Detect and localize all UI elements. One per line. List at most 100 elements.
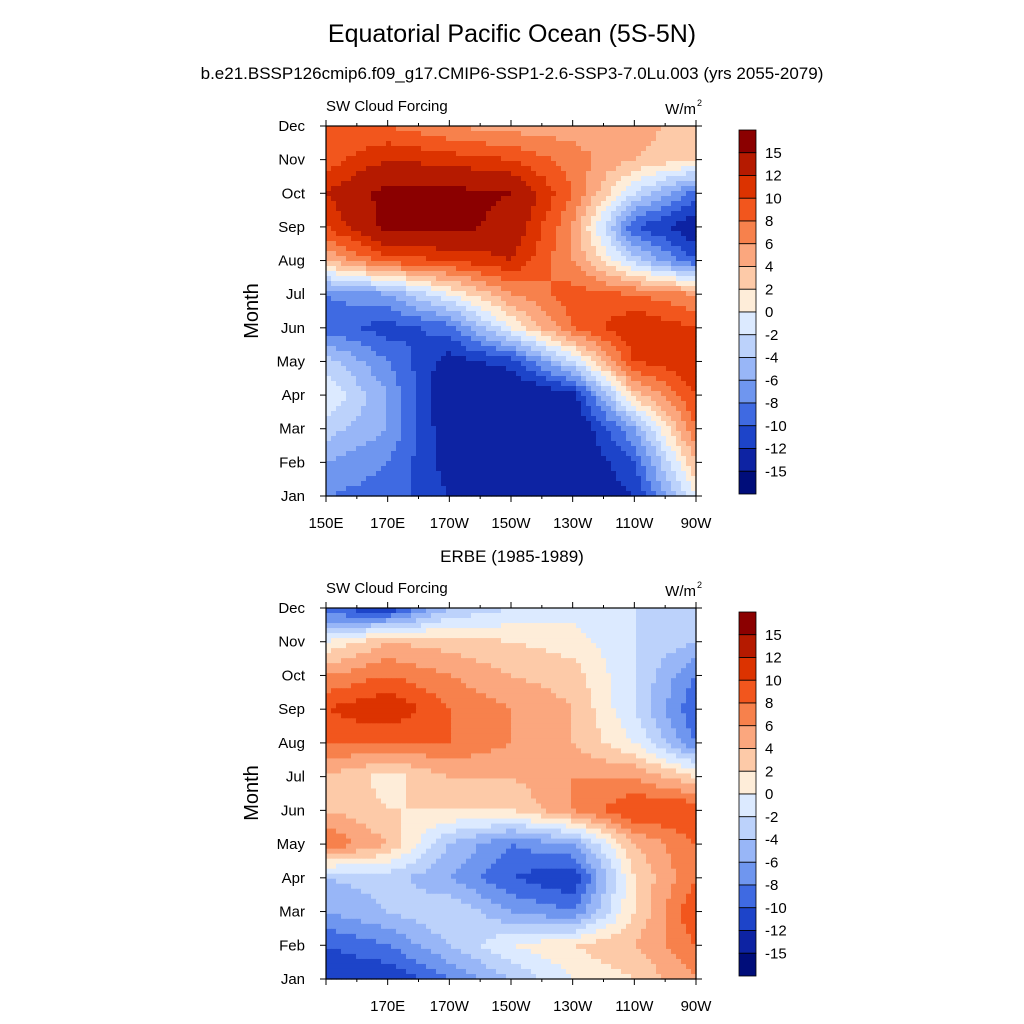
contour-cell <box>566 251 572 257</box>
contour-cell <box>566 216 572 222</box>
contour-cell <box>491 316 497 322</box>
contour-cell <box>671 231 677 237</box>
contour-cell <box>351 301 357 307</box>
contour-cell <box>366 196 372 202</box>
contour-cell <box>391 151 397 157</box>
contour-cell <box>446 126 452 132</box>
contour-cell <box>661 136 667 142</box>
contour-cell <box>506 336 512 342</box>
contour-cell <box>396 181 402 187</box>
contour-cell <box>686 161 692 167</box>
contour-cell <box>471 196 477 202</box>
contour-cell <box>396 201 402 207</box>
contour-cell <box>661 281 667 287</box>
contour-cell <box>341 151 347 157</box>
contour-cell <box>646 341 652 347</box>
contour-cell <box>646 446 652 452</box>
contour-cell <box>671 201 677 207</box>
contour-cell <box>646 181 652 187</box>
contour-cell <box>596 206 602 212</box>
contour-cell <box>396 441 402 447</box>
contour-cell <box>526 451 532 457</box>
contour-cell <box>686 146 692 152</box>
contour-cell <box>631 151 637 157</box>
contour-cell <box>641 411 647 417</box>
contour-cell <box>616 326 622 332</box>
contour-cell <box>626 136 632 142</box>
contour-cell <box>461 216 467 222</box>
contour-cell <box>591 226 597 232</box>
contour-cell <box>531 206 537 212</box>
contour-cell <box>666 391 672 397</box>
contour-cell <box>381 411 387 417</box>
contour-cell <box>351 371 357 377</box>
contour-cell <box>561 301 567 307</box>
contour-cell <box>386 346 392 352</box>
contour-cell <box>466 376 472 382</box>
contour-cell <box>351 366 357 372</box>
contour-cell <box>441 196 447 202</box>
contour-cell <box>401 381 407 387</box>
contour-cell <box>516 401 522 407</box>
contour-cell <box>506 296 512 302</box>
contour-cell <box>646 156 652 162</box>
contour-cell <box>661 371 667 377</box>
contour-cell <box>611 416 617 422</box>
contour-cell <box>401 306 407 312</box>
contour-cell <box>521 306 527 312</box>
contour-cell <box>636 186 642 192</box>
contour-cell <box>551 171 557 177</box>
contour-cell <box>681 171 687 177</box>
contour-cell <box>406 316 412 322</box>
contour-cell <box>626 406 632 412</box>
contour-cell <box>391 231 397 237</box>
contour-cell <box>341 346 347 352</box>
contour-cell <box>541 336 547 342</box>
contour-cell <box>561 156 567 162</box>
contour-cell <box>506 226 512 232</box>
contour-cell <box>596 391 602 397</box>
contour-cell <box>331 281 337 287</box>
contour-cell <box>676 346 682 352</box>
contour-cell <box>651 341 657 347</box>
contour-cell <box>596 231 602 237</box>
contour-cell <box>681 301 687 307</box>
contour-cell <box>516 426 522 432</box>
contour-cell <box>436 396 442 402</box>
contour-cell <box>611 406 617 412</box>
contour-cell <box>646 366 652 372</box>
contour-cell <box>326 261 332 267</box>
contour-cell <box>481 436 487 442</box>
contour-cell <box>666 321 672 327</box>
contour-cell <box>681 186 687 192</box>
contour-cell <box>646 331 652 337</box>
contour-cell <box>376 301 382 307</box>
contour-cell <box>456 266 462 272</box>
contour-cell <box>546 186 552 192</box>
contour-cell <box>621 151 627 157</box>
contour-cell <box>626 181 632 187</box>
contour-cell <box>586 206 592 212</box>
contour-cell <box>576 191 582 197</box>
contour-cell <box>361 161 367 167</box>
contour-cell <box>456 181 462 187</box>
contour-cell <box>621 361 627 367</box>
contour-cell <box>421 196 427 202</box>
contour-cell <box>671 241 677 247</box>
contour-cell <box>681 421 687 427</box>
contour-cell <box>446 261 452 267</box>
contour-cell <box>521 156 527 162</box>
contour-cell <box>371 286 377 292</box>
contour-cell <box>476 431 482 437</box>
contour-cell <box>661 366 667 372</box>
contour-cell <box>446 366 452 372</box>
contour-cell <box>506 321 512 327</box>
contour-cell <box>356 276 362 282</box>
contour-cell <box>641 376 647 382</box>
contour-cell <box>411 171 417 177</box>
contour-cell <box>511 141 517 147</box>
contour-cell <box>361 361 367 367</box>
contour-cell <box>576 241 582 247</box>
contour-cell <box>381 301 387 307</box>
contour-cell <box>516 336 522 342</box>
